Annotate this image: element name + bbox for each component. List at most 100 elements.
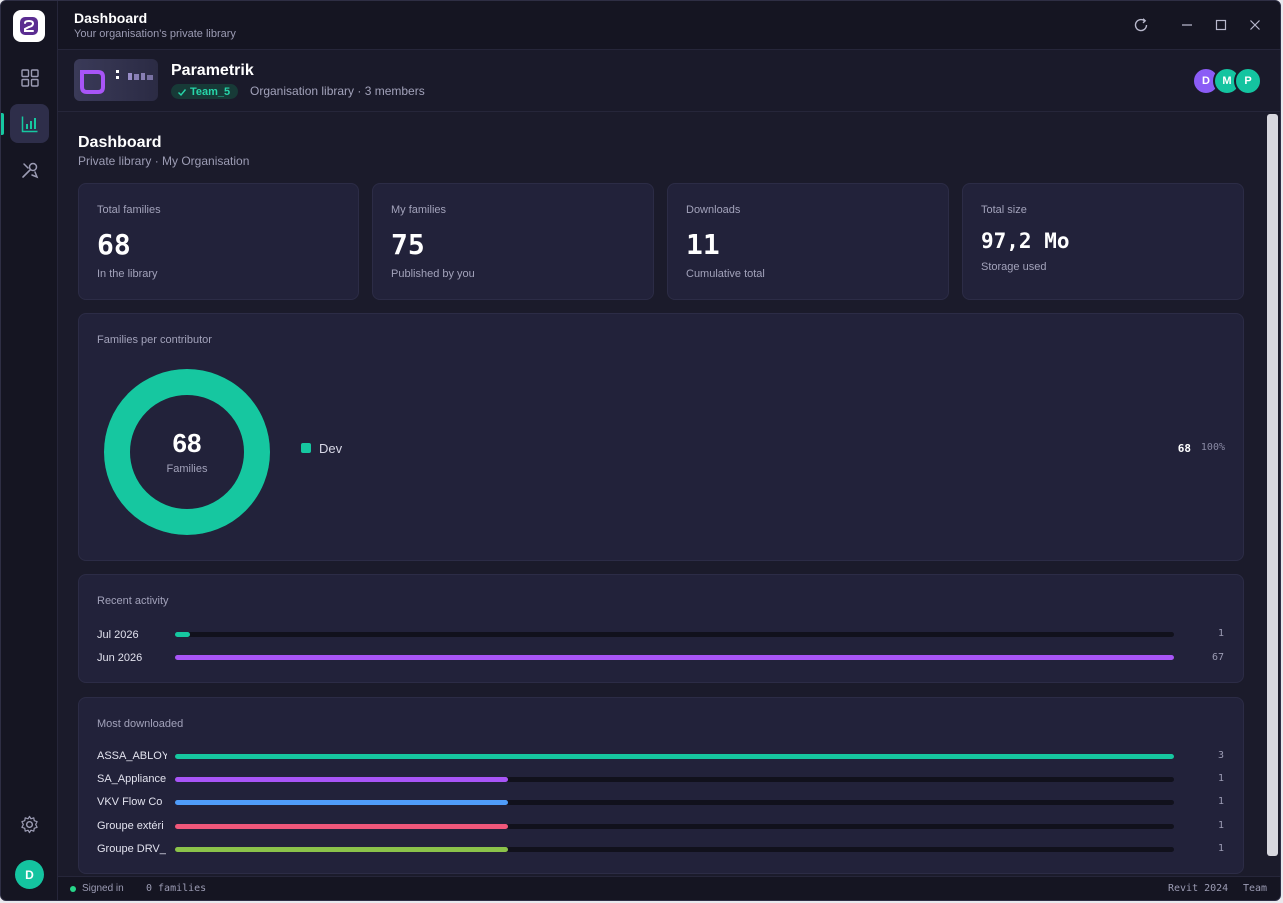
close-button[interactable] [1245,15,1265,35]
organisation-header: Parametrik Team_5 Organisation library ·… [58,50,1280,112]
donut-chart [104,369,270,535]
organisation-logo-icon [80,70,153,94]
contributors-donut: 68 Families [104,369,270,535]
logo-icon [20,17,38,35]
kpi-card-total-families: Total families 68 In the library [78,183,359,300]
download-bar-fill [175,754,1174,759]
gear-icon [21,815,38,834]
kpi-card-downloads: Downloads 11 Cumulative total [667,183,949,300]
kpi-value: 75 [391,228,425,261]
kpi-label: Total families [97,204,161,216]
download-row-value: 1 [1217,820,1224,831]
dashboard-content: Dashboard Private library · My Organisat… [58,112,1264,876]
contributors-card: Families per contributor 68 Families Dev… [78,313,1244,561]
minimize-icon [1182,24,1192,26]
check-icon [178,88,187,96]
rail-active-indicator [1,113,4,135]
page-subtitle: Private library · My Organisation [78,154,250,168]
legend-count: 68 [1177,442,1191,455]
close-icon [1250,20,1260,30]
download-row-label: Groupe DRV_ [97,843,166,855]
app-logo[interactable] [13,10,45,42]
download-bar-track [175,777,1174,782]
status-bar: Signed in 0 families Revit 2024 Team [58,876,1280,900]
activity-bar-fill [175,655,1174,660]
download-row-value: 3 [1217,750,1224,761]
activity-row-label: Jun 2026 [97,652,143,664]
status-revit-version: Revit 2024 [1168,883,1229,894]
team-badge-label: Team_5 [190,85,231,98]
kpi-card-my-families: My families 75 Published by you [372,183,654,300]
minimize-button[interactable] [1177,15,1197,35]
refresh-button[interactable] [1131,15,1151,35]
most-downloaded-card: Most downloaded ASSA_ABLOY 3 SA_Applianc… [78,697,1244,874]
legend-percent: 100% [1200,442,1225,453]
kpi-foot: Storage used [981,261,1047,273]
page-title: Dashboard [78,134,162,151]
download-row-label: ASSA_ABLOY [97,750,167,762]
download-row-value: 1 [1217,773,1224,784]
kpi-foot: In the library [97,268,158,280]
donut-segment-dev [104,369,270,535]
rail-grid-button[interactable] [10,58,49,97]
activity-row-label: Jul 2026 [97,629,139,641]
organisation-logo [74,59,158,101]
activity-bar-fill [175,632,190,637]
download-row-label: VKV Flow Co [97,796,163,808]
download-bar-fill [175,847,508,852]
activity-bar-track [175,632,1174,637]
download-bar-track [175,800,1174,805]
legend-name: Dev [319,441,343,456]
download-bar-track [175,824,1174,829]
title-bar: Dashboard Your organisation's private li… [58,1,1280,50]
status-plan: Team [1243,883,1268,894]
kpi-card-total-size: Total size 97,2 Mo Storage used [962,183,1244,300]
download-bar-track [175,754,1174,759]
kpi-label: Downloads [686,204,741,216]
recent-activity-card: Recent activity Jul 2026 1 Jun 2026 67 [78,574,1244,683]
refresh-icon [1134,18,1148,32]
kpi-foot: Published by you [391,268,475,280]
download-bar-track [175,847,1174,852]
bar-chart-icon [21,116,37,132]
kpi-value: 97,2 Mo [981,229,1070,253]
donut-total-label: Families [166,463,208,475]
content-scrollbar[interactable] [1267,114,1278,856]
activity-row-value: 1 [1217,628,1224,639]
kpi-value: 68 [97,228,131,261]
download-bar-fill [175,777,508,782]
grid-icon [20,68,39,87]
section-label: Most downloaded [97,718,184,730]
organisation-name: Parametrik [171,62,254,79]
status-online-dot [70,886,76,892]
kpi-label: Total size [981,204,1027,216]
download-row-label: SA_Appliance [97,773,167,785]
rail-dashboard-button[interactable] [10,104,49,143]
download-row-label: Groupe extéri [97,820,164,832]
download-bar-fill [175,824,508,829]
donut-total: 68 [172,428,202,458]
kpi-value: 11 [686,228,720,261]
team-badge: Team_5 [171,84,239,99]
window-subtitle: Your organisation's private library [74,28,236,40]
legend-swatch [301,443,311,453]
user-avatar[interactable]: D [15,860,44,889]
kpi-label: My families [391,204,447,216]
download-bar-fill [175,800,508,805]
status-families: 0 families [146,883,207,894]
section-label: Families per contributor [97,334,212,346]
kpi-foot: Cumulative total [686,268,765,280]
tools-icon [21,162,38,178]
maximize-icon [1215,19,1227,31]
organisation-meta: Organisation library · 3 members [250,84,425,98]
rail-tools-button[interactable] [10,150,49,189]
settings-button[interactable] [10,805,49,844]
download-row-value: 1 [1217,796,1224,807]
download-row-value: 1 [1217,843,1224,854]
activity-row-value: 67 [1211,652,1224,663]
activity-bar-track [175,655,1174,660]
status-signed-in: Signed in [82,883,124,894]
maximize-button[interactable] [1211,15,1231,35]
member-avatar[interactable]: P [1234,67,1262,95]
